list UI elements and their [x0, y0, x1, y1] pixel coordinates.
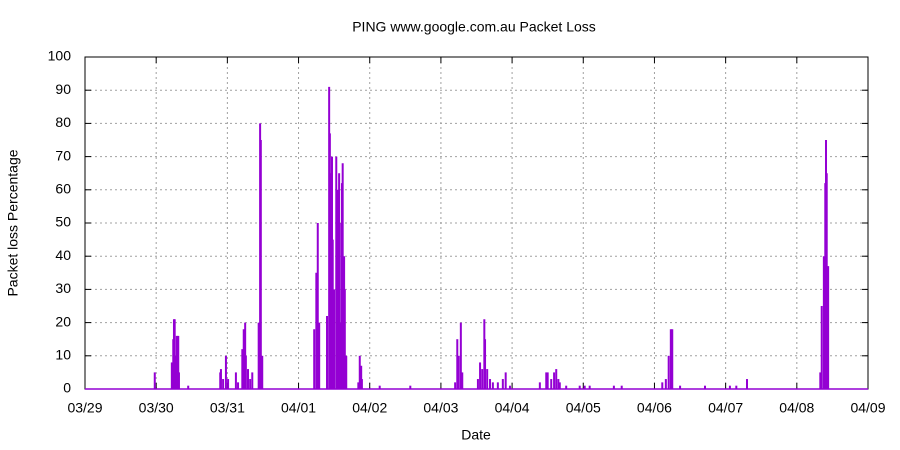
x-tick-label: 04/05	[566, 400, 601, 416]
y-tick-label: 40	[55, 247, 71, 263]
x-tick-label: 03/31	[210, 400, 245, 416]
y-tick-label: 0	[63, 380, 71, 396]
chart-title: PING www.google.com.au Packet Loss	[352, 19, 596, 35]
y-axis-label: Packet loss Percentage	[5, 149, 21, 296]
x-tick-label: 04/06	[637, 400, 672, 416]
x-axis-label: Date	[461, 427, 491, 443]
y-tick-label: 100	[48, 48, 72, 64]
x-tick-label: 04/04	[495, 400, 530, 416]
y-tick-label: 60	[55, 181, 71, 197]
y-tick-label: 50	[55, 214, 71, 230]
x-tick-label: 04/09	[850, 400, 885, 416]
y-tick-label: 80	[55, 114, 71, 130]
x-tick-label: 04/08	[779, 400, 814, 416]
x-tick-label: 03/30	[139, 400, 174, 416]
y-tick-label: 30	[55, 280, 71, 296]
y-tick-label: 70	[55, 147, 71, 163]
y-tick-label: 20	[55, 313, 71, 329]
x-tick-label: 04/02	[352, 400, 387, 416]
y-tick-label: 10	[55, 347, 71, 363]
y-tick-label: 90	[55, 81, 71, 97]
x-tick-label: 03/29	[67, 400, 102, 416]
x-tick-label: 04/07	[708, 400, 743, 416]
x-tick-label: 04/01	[281, 400, 316, 416]
x-tick-label: 04/03	[423, 400, 458, 416]
